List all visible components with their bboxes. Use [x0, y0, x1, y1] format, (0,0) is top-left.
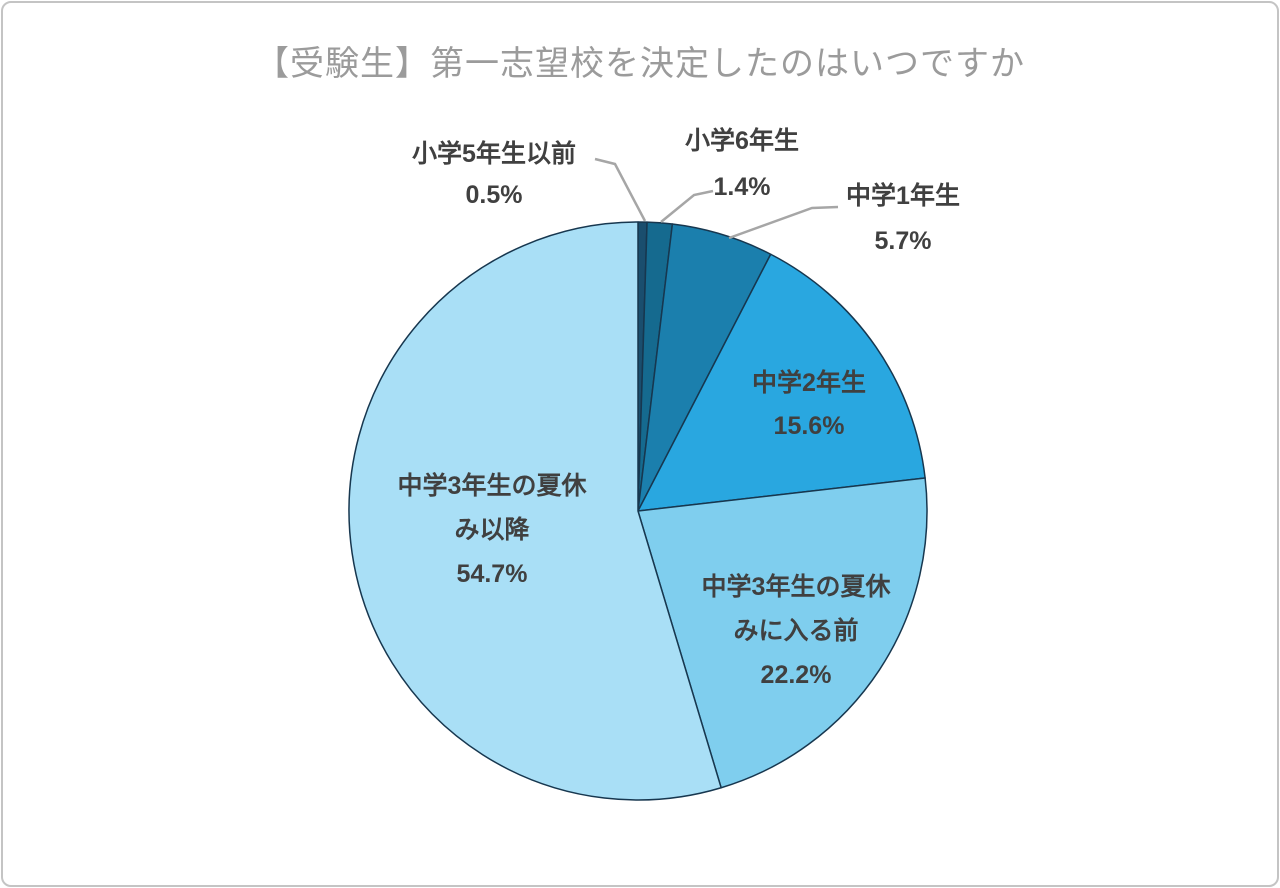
leader-line-junior1 — [728, 205, 839, 240]
slice-label-elementary5-or-before: 小学5年生以前 0.5% — [412, 134, 576, 216]
pie-slices-group — [348, 221, 928, 801]
slice-label-junior1: 中学1年生 5.7% — [846, 174, 960, 264]
chart-title: 【受験生】第一志望校を決定したのはいつですか — [255, 45, 1025, 83]
slice-label-pct: 22.2% — [760, 661, 832, 689]
slice-label-junior3-after-summer: 中学3年生の夏休 み以降 54.7% — [398, 464, 587, 596]
leader-line-elementary5 — [594, 157, 647, 222]
slice-label-pct: 5.7% — [874, 227, 932, 255]
pie-slice-4 — [637, 477, 928, 789]
slice-label-junior2: 中学2年生 15.6% — [752, 362, 866, 448]
slice-label-text: 中学3年生の夏休 — [397, 472, 587, 500]
leader-line-elementary6 — [660, 189, 714, 223]
slice-label-text: 中学1年生 — [846, 182, 960, 210]
slice-label-text: 中学3年生の夏休 — [701, 573, 891, 601]
slice-label-pct: 54.7% — [456, 560, 528, 588]
slice-label-pct: 0.5% — [465, 181, 523, 209]
slice-label-pct: 1.4% — [713, 173, 771, 201]
slice-label-elementary6: 小学6年生 1.4% — [685, 118, 799, 210]
slice-label-pct: 15.6% — [773, 412, 845, 440]
slice-label-junior3-before-summer: 中学3年生の夏休 みに入る前 22.2% — [702, 565, 891, 697]
slice-label-text: 小学6年生 — [685, 127, 799, 155]
slice-label-text: み以降 — [454, 516, 530, 544]
slice-label-text: みに入る前 — [733, 617, 859, 645]
slice-label-text: 小学5年生以前 — [412, 140, 576, 168]
pie-slice-5 — [348, 221, 722, 801]
slice-label-text: 中学2年生 — [752, 369, 866, 397]
pie-slice-3 — [637, 253, 926, 512]
